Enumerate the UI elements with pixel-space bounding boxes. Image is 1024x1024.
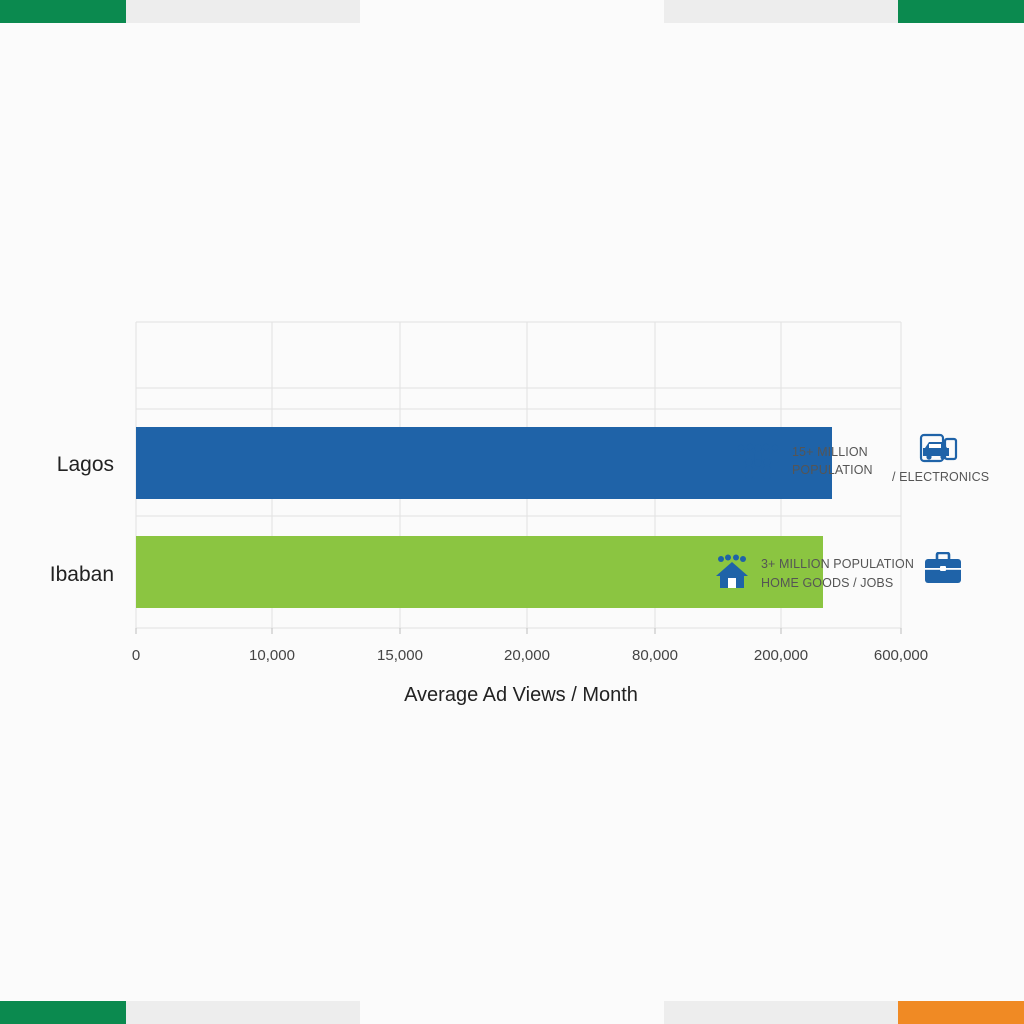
x-tick-label-1: 10,000 [249,647,295,664]
lagos-annotation-line1: 15+ MILLION [792,445,868,459]
ibaban-annotation-line2: HOME GOODS / JOBS [761,576,894,590]
x-tick-label-0: 0 [132,647,140,664]
bars [136,427,832,608]
top-strip-right-gray [664,0,898,23]
bar-ibaban [136,536,823,608]
top-strip-left-gray [126,0,360,23]
ibaban-annotation-line1: 3+ MILLION POPULATION [761,557,914,571]
top-strip-right-green [898,0,1024,23]
x-tick-label-4: 80,000 [632,647,678,664]
lagos-annotation-line2: POPULATION [792,463,873,477]
house-people-icon [716,554,748,588]
bar-lagos [136,427,832,499]
category-label-lagos: Lagos [57,453,114,476]
bottom-strip-right-orange [898,1001,1024,1024]
briefcase-icon [925,552,961,583]
x-tick-label-5: 200,000 [754,647,808,664]
axes: 0 10,000 15,000 20,000 80,000 200,000 600,000 L… [50,453,928,664]
x-tick-label-3: 20,000 [504,647,550,664]
category-label-ibaban: Ibaban [50,563,114,586]
car-device-icon [919,433,958,463]
top-strip-left-green [0,0,126,23]
x-tick-label-2: 15,000 [377,647,423,664]
x-axis-title: Average Ad Views / Month [404,684,638,706]
people-group-icon [737,443,779,479]
bottom-strip-left-gray [126,1001,360,1024]
bottom-strip-right-gray [664,1001,898,1024]
bottom-strip-left-green [0,1001,126,1024]
lagos-annotation-line3: / ELECTRONICS [892,470,990,484]
x-tick-label-6: 600,000 [874,647,928,664]
